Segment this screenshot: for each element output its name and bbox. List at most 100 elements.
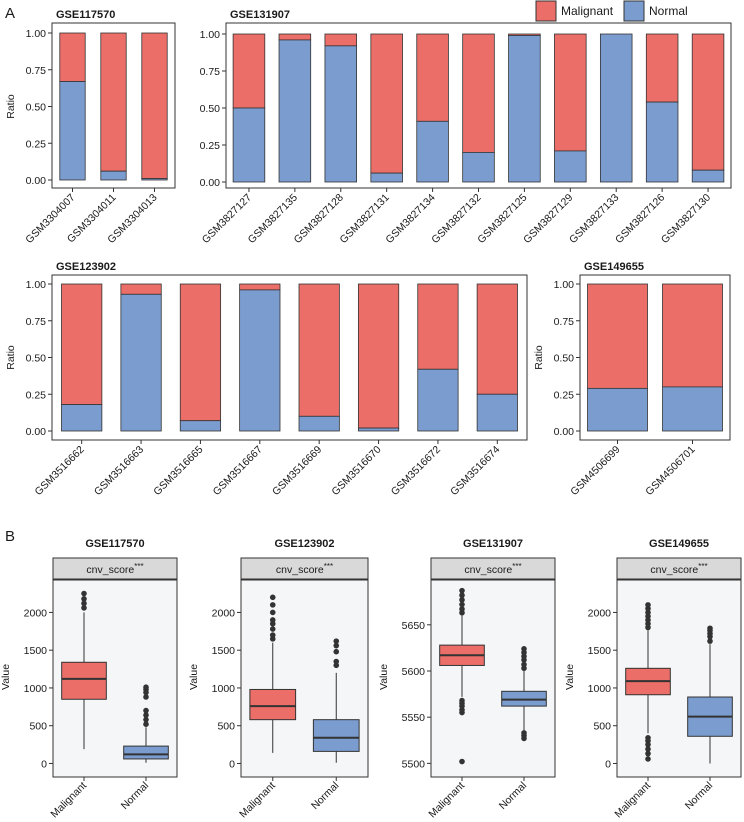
outlier-point	[143, 712, 149, 718]
outlier-point	[645, 746, 651, 752]
x-tick-label: Malignant	[48, 780, 89, 821]
bar-normal	[554, 150, 587, 183]
chart-7: GSE149655 cnv_score*** 0 500 1000 1500 2000 Val…	[564, 538, 742, 821]
bar-normal	[587, 387, 648, 432]
chart-title: GSE149655	[649, 538, 709, 550]
bar-normal	[298, 415, 340, 432]
outlier-point	[459, 606, 465, 612]
y-tick-label: 0.75	[200, 66, 221, 78]
outlier-point	[707, 638, 713, 644]
outlier-point	[645, 756, 651, 762]
bar-malignant	[476, 283, 518, 395]
bar-normal	[120, 293, 162, 432]
y-tick-label: 0.00	[26, 175, 47, 187]
y-tick-label: 0.25	[26, 138, 47, 150]
chart-title: GSE131907	[230, 9, 290, 21]
bar-normal	[599, 33, 633, 183]
chart-3: GSE149655 0.00 0.25 0.50 0.75 1.00 Ratio GSM450…	[533, 261, 731, 498]
legend-label-normal: Normal	[649, 4, 688, 18]
y-tick-label: 0	[41, 758, 47, 770]
y-tick-label: 5550	[402, 712, 426, 724]
box-malignant	[61, 661, 107, 700]
bar-malignant	[587, 283, 648, 389]
bar-malignant	[416, 33, 449, 122]
bar-malignant	[554, 33, 587, 152]
outlier-point	[143, 721, 149, 727]
bar-malignant	[59, 32, 86, 82]
y-axis-label: Ratio	[533, 345, 545, 370]
outlier-point	[459, 592, 465, 599]
outlier-point	[333, 648, 340, 655]
bar-malignant	[691, 33, 725, 171]
y-axis-label: Ratio	[5, 94, 17, 119]
outlier-point	[269, 594, 276, 601]
x-tick-label: GSM3827130	[659, 192, 713, 246]
y-tick-label: 0.00	[554, 426, 575, 438]
bar-malignant	[239, 283, 281, 291]
x-tick-label: GSM3516674	[448, 444, 502, 498]
y-tick-label: 500	[593, 721, 611, 733]
outlier-point	[143, 694, 149, 700]
outlier-point	[143, 707, 149, 714]
bar-normal	[232, 107, 266, 183]
outlier-point	[333, 638, 340, 644]
box-normal	[312, 719, 360, 752]
y-tick-label: 0.50	[554, 353, 575, 365]
bar-malignant	[100, 32, 127, 172]
bar-malignant	[120, 283, 162, 295]
bar-normal	[100, 170, 127, 181]
bar-malignant	[298, 283, 340, 417]
legend: Malignant Normal	[535, 0, 688, 22]
y-tick-label: 0.25	[554, 389, 575, 401]
y-tick-label: 1500	[588, 645, 612, 657]
bar-malignant	[645, 33, 679, 103]
outlier-point	[269, 609, 276, 616]
x-tick-label: Malignant	[612, 780, 653, 821]
outlier-point	[645, 734, 651, 741]
legend-swatch-malignant	[535, 0, 557, 22]
y-tick-label: 1000	[24, 683, 48, 695]
outlier-point	[81, 605, 87, 611]
bar-normal	[370, 172, 403, 183]
bar-normal	[179, 420, 222, 432]
outlier-point	[269, 602, 276, 608]
y-tick-label: 2000	[588, 607, 612, 619]
chart-title: GSE149655	[584, 261, 644, 273]
outlier-point	[81, 600, 87, 607]
y-tick-label: 1500	[212, 645, 236, 657]
y-tick-label: 0.25	[200, 140, 221, 152]
facet-strip-label: cnv_score***	[276, 562, 333, 576]
x-tick-label: GSM4506701	[643, 444, 697, 498]
bar-normal	[645, 101, 679, 183]
bar-malignant	[278, 33, 312, 41]
y-tick-label: 0.50	[26, 353, 47, 365]
y-tick-label: 1.00	[26, 28, 47, 40]
outlier-point	[521, 646, 527, 652]
facet-strip-label: cnv_score***	[650, 562, 707, 576]
bar-malignant	[61, 283, 103, 405]
chart-4: GSE117570 cnv_score*** 0 500 1000 1500 2000 Val…	[0, 538, 178, 821]
outlier-point	[81, 596, 87, 602]
y-tick-label: 0	[229, 758, 235, 770]
x-tick-label: GSM3516665	[151, 444, 205, 498]
facet-strip	[240, 557, 369, 580]
plot-frame	[430, 579, 556, 778]
bar-normal	[61, 404, 103, 432]
x-tick-label: GSM3516672	[389, 444, 443, 498]
bar-normal	[239, 289, 281, 432]
y-axis-label: Value	[188, 664, 200, 690]
y-tick-label: 2000	[24, 607, 48, 619]
x-tick-label: GSM3516662	[33, 444, 87, 498]
legend-swatch-normal	[623, 0, 645, 22]
outlier-point	[645, 602, 651, 608]
y-tick-label: 0.75	[554, 316, 575, 328]
y-tick-label: 5650	[402, 620, 426, 632]
x-tick-label: Normal	[119, 780, 151, 812]
legend-label-malignant: Malignant	[561, 4, 614, 18]
y-tick-label: 0	[605, 758, 611, 770]
facet-strip	[52, 557, 178, 580]
chart-title: GSE123902	[275, 538, 335, 550]
x-tick-label: Malignant	[426, 780, 467, 821]
chart-title: GSE117570	[56, 9, 115, 21]
